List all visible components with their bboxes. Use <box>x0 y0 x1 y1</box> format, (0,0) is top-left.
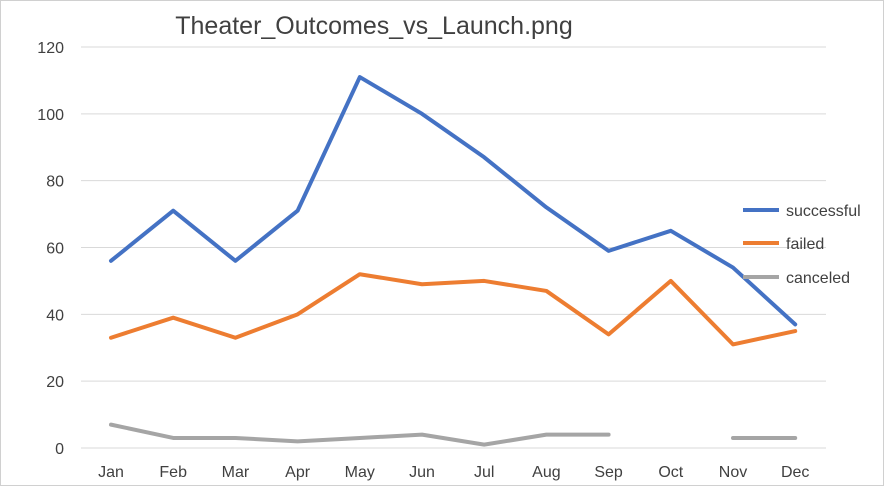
y-tick-label: 60 <box>46 241 64 258</box>
series-line-failed <box>109 272 798 347</box>
y-tick-label: 120 <box>37 40 64 57</box>
x-tick-label: Aug <box>532 464 560 481</box>
x-tick-label: Nov <box>719 464 747 481</box>
series-lines <box>109 75 798 447</box>
series-line-successful <box>109 75 798 327</box>
y-tick-label: 0 <box>55 441 64 458</box>
y-axis-ticks: 0 20 40 60 80 100 120 <box>37 40 64 458</box>
x-tick-label: Jan <box>98 464 124 481</box>
x-axis-ticks: Jan Feb Mar Apr May Jun Jul Aug Sep Oct Nov Dec <box>98 464 809 481</box>
y-tick-label: 80 <box>46 174 64 191</box>
y-tick-label: 20 <box>46 374 64 391</box>
x-tick-label: Dec <box>781 464 809 481</box>
legend-label-successful: successful <box>786 203 861 220</box>
series-line-canceled <box>109 422 611 447</box>
legend-label-canceled: canceled <box>786 270 850 287</box>
x-tick-label: May <box>345 464 375 481</box>
gridlines <box>81 46 826 449</box>
x-tick-label: Oct <box>658 464 683 481</box>
x-tick-label: Apr <box>285 464 311 481</box>
x-tick-label: Mar <box>222 464 250 481</box>
x-tick-label: Jul <box>474 464 494 481</box>
legend: successful failed canceled <box>743 203 861 287</box>
legend-label-failed: failed <box>786 236 824 253</box>
y-tick-label: 40 <box>46 307 64 324</box>
x-tick-label: Sep <box>594 464 623 481</box>
chart-title: Theater_Outcomes_vs_Launch.png <box>175 12 572 40</box>
x-tick-label: Jun <box>409 464 435 481</box>
x-tick-label: Feb <box>159 464 187 481</box>
y-tick-label: 100 <box>37 107 64 124</box>
